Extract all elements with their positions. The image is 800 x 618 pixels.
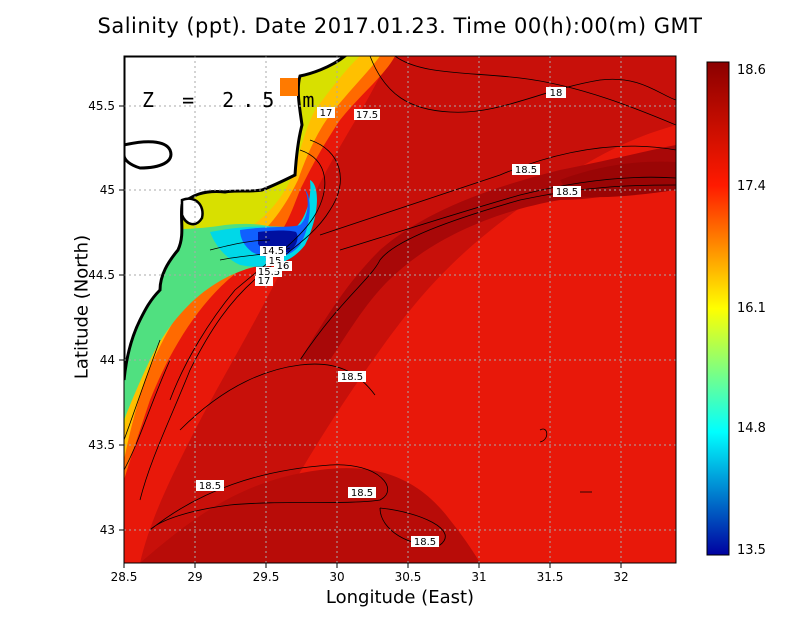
contour-label: 18.5 [348, 487, 376, 499]
colorbar-tick-label: 16.1 [737, 301, 766, 316]
contour-label: 16 [274, 261, 292, 272]
coastal-green [124, 223, 291, 420]
contour-labels: 18 17.5 17 18.5 18.5 14.5 15 15.5 16 17 … [196, 87, 581, 548]
svg-text:17: 17 [258, 276, 271, 287]
colorbar-tick-label: 14.8 [737, 421, 766, 436]
contour-label: 18.5 [338, 371, 366, 383]
lake-shore [124, 140, 173, 170]
colorbar-tick-label: 18.6 [737, 63, 766, 78]
contour-label: 18.5 [196, 480, 224, 492]
dark-band-2 [140, 468, 480, 563]
axis-ticks [119, 105, 622, 568]
salinity-field [124, 56, 676, 563]
x-tick-label: 31 [471, 570, 486, 584]
dark-band-3 [560, 161, 676, 198]
y-tick-label: 45.5 [88, 99, 115, 113]
x-tick-label: 29 [187, 570, 202, 584]
svg-text:18.5: 18.5 [351, 488, 373, 499]
y-tick-labels: 43 43.5 44 44.5 45 45.5 [88, 99, 115, 537]
grid-lines [124, 56, 676, 563]
svg-text:18.5: 18.5 [515, 165, 537, 176]
contour-label: 17.5 [354, 109, 380, 121]
river-mouth-marker [280, 78, 298, 96]
plot-frame [123, 55, 677, 564]
contour-label: 17 [317, 107, 335, 119]
colorbar-tick-label: 17.4 [737, 179, 766, 194]
contour-label: 18.5 [512, 164, 540, 176]
svg-text:17: 17 [320, 108, 333, 119]
x-tick-labels: 28.5 29 29.5 30 30.5 31 31.5 32 [111, 570, 629, 584]
svg-text:18.5: 18.5 [414, 537, 436, 548]
x-tick-label: 30.5 [395, 570, 422, 584]
x-tick-label: 30 [329, 570, 344, 584]
contour-label: 18.5 [411, 536, 439, 548]
lagoon-shore [180, 197, 204, 226]
svg-text:18.5: 18.5 [341, 372, 363, 383]
y-tick-label: 45 [100, 183, 115, 197]
contour-label: 15.5 [256, 267, 282, 278]
contour-label: 17 [255, 276, 273, 287]
svg-text:18.5: 18.5 [199, 481, 221, 492]
depth-label: Z = 2.5 m [142, 88, 323, 112]
y-axis-label: Latitude (North) [71, 234, 93, 380]
x-tick-label: 28.5 [111, 570, 138, 584]
contour-label: 14.5 [260, 246, 286, 257]
x-tick-label: 29.5 [253, 570, 280, 584]
figure-title: Salinity (ppt). Date 2017.01.23. Time 00… [97, 14, 703, 38]
dark-band-1 [300, 145, 676, 360]
colorbar-tick-labels: 18.6 17.4 16.1 14.8 13.5 [737, 63, 766, 558]
svg-text:15.5: 15.5 [258, 267, 280, 278]
svg-text:14.5: 14.5 [262, 246, 284, 257]
colorbar-tick-label: 13.5 [737, 543, 766, 558]
x-axis-label: Longitude (East) [325, 587, 475, 608]
svg-text:17.5: 17.5 [356, 110, 378, 121]
svg-text:16: 16 [277, 261, 290, 272]
svg-text:18.5: 18.5 [556, 187, 578, 198]
svg-text:18: 18 [550, 88, 563, 99]
contour-label: 18 [546, 87, 566, 99]
land-mass [124, 56, 348, 381]
y-tick-label: 43 [100, 523, 115, 537]
colorbar [706, 61, 730, 556]
contour-label: 18.5 [553, 186, 581, 198]
x-tick-label: 32 [613, 570, 628, 584]
y-tick-label: 44 [100, 353, 115, 367]
x-tick-label: 31.5 [537, 570, 564, 584]
y-tick-label: 43.5 [88, 438, 115, 452]
y-tick-label: 44.5 [88, 268, 115, 282]
